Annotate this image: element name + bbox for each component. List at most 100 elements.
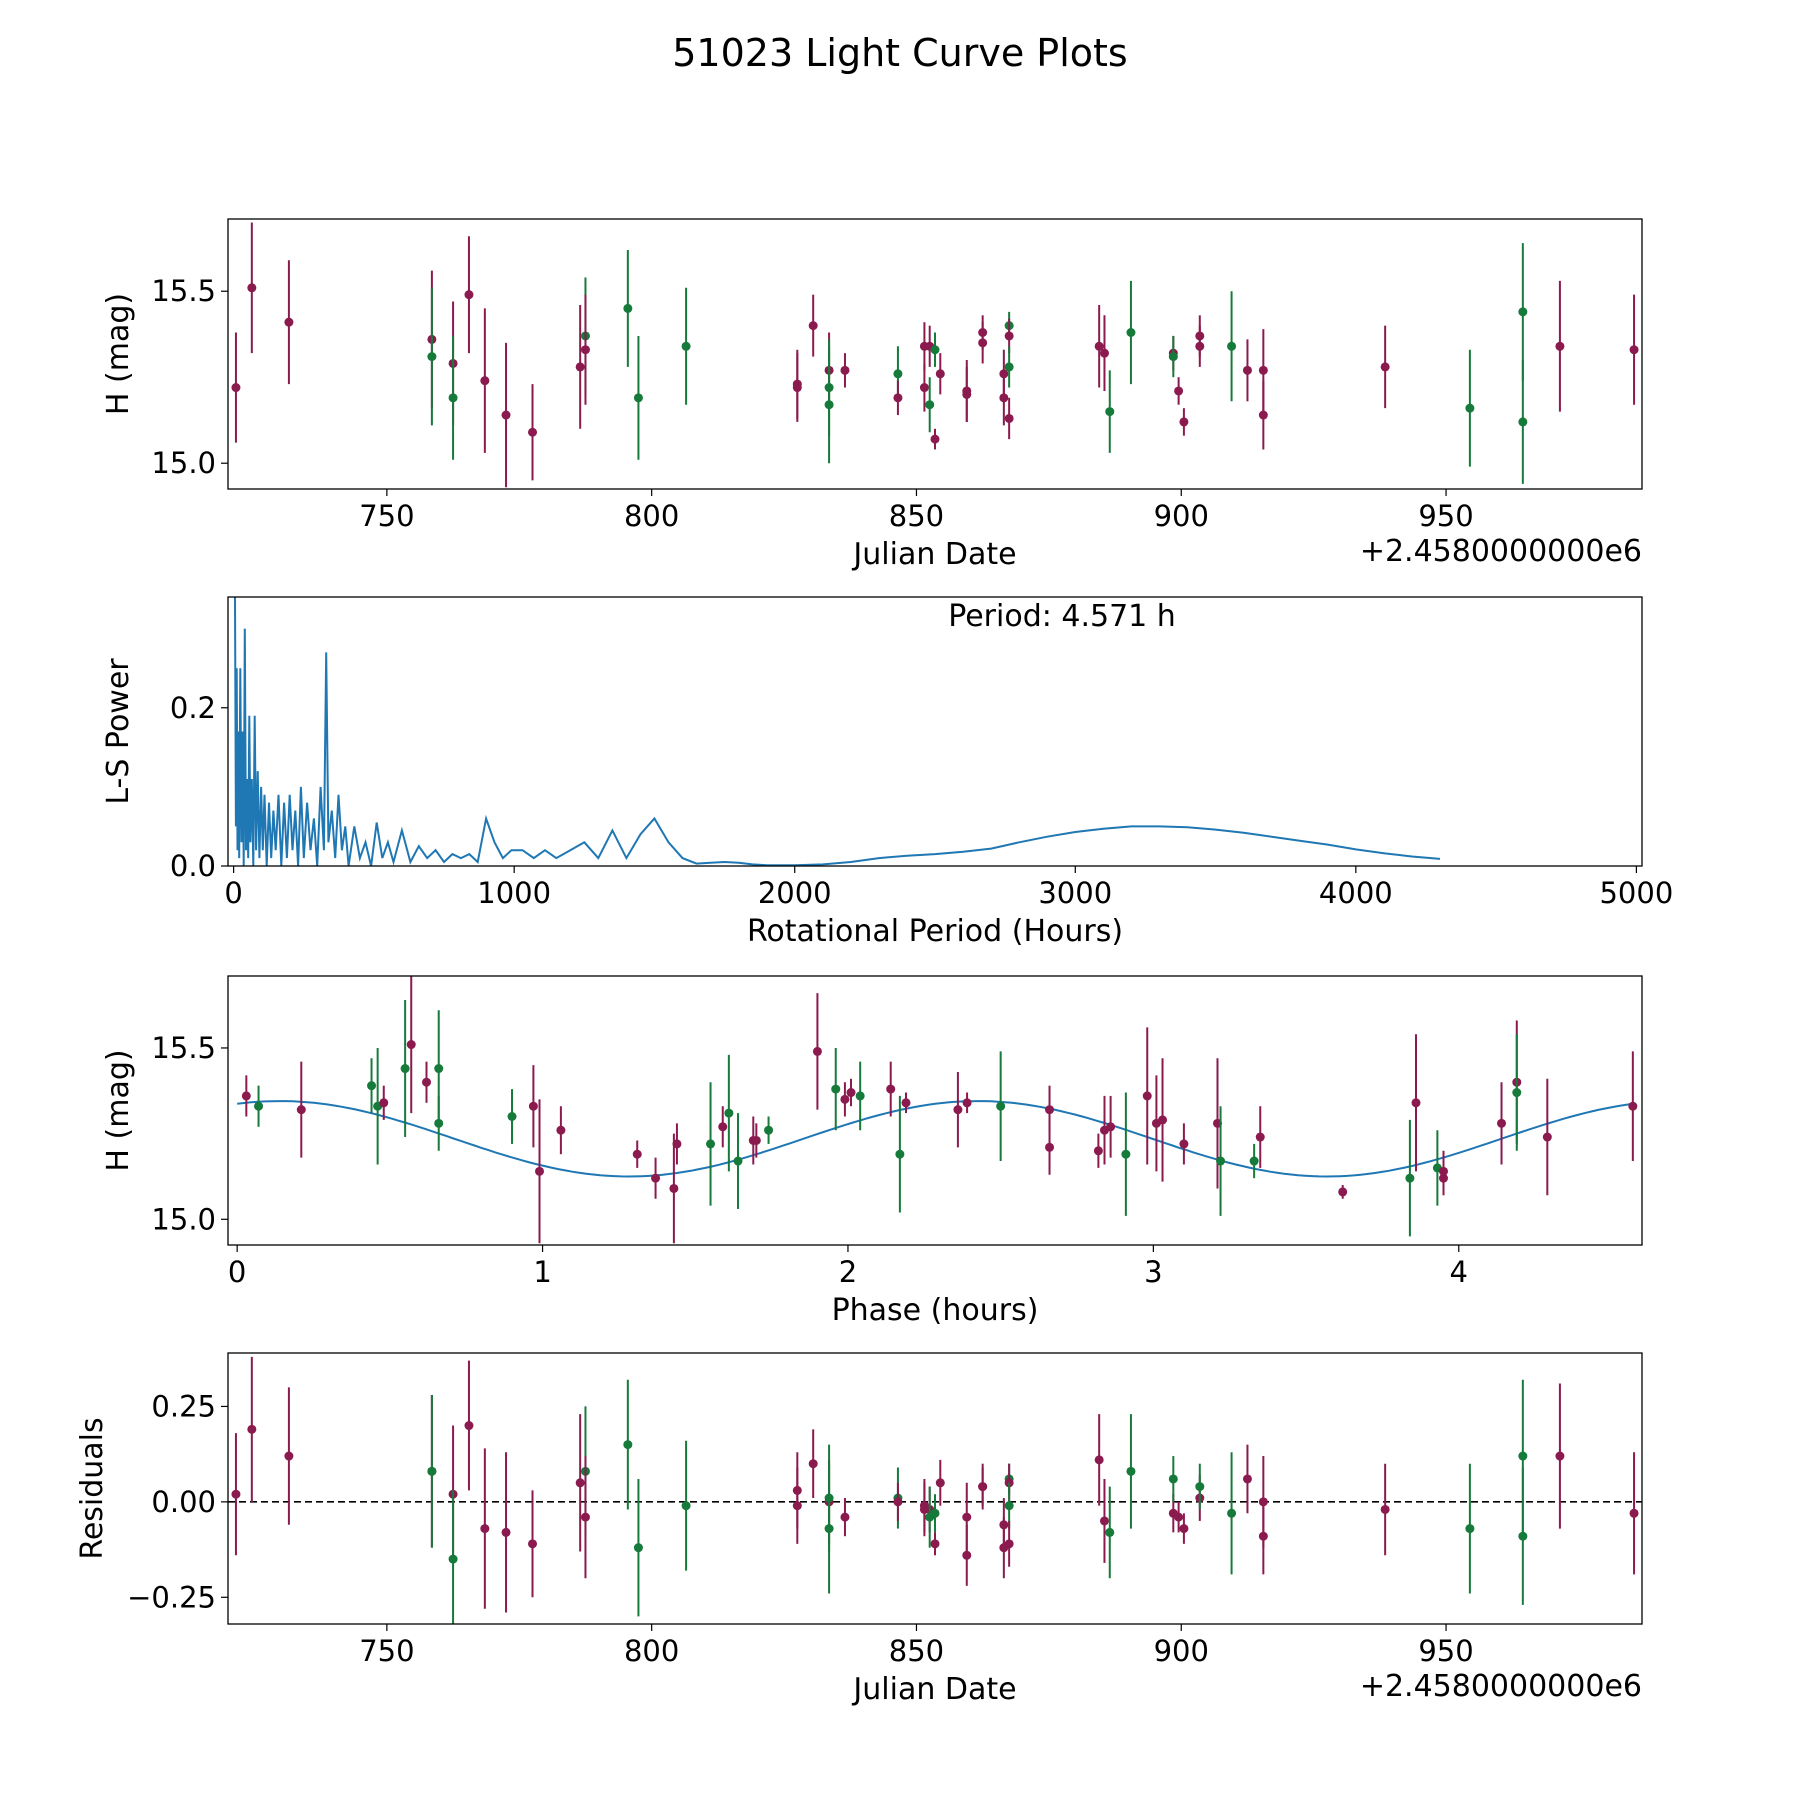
periodogram-ytick-label: 0.0	[170, 849, 216, 883]
panels: 750 800 850 900 950 15.0 15.5 Julian Date H (mag…	[75, 218, 1673, 1707]
phased-data-point	[1249, 1156, 1259, 1166]
residuals-data-point	[1179, 1524, 1189, 1534]
lightcurve-data-point	[247, 283, 257, 293]
residuals-data-point	[1174, 1512, 1184, 1522]
lightcurve-data-point	[1380, 362, 1390, 372]
phased-data-point	[1255, 1132, 1265, 1142]
residuals-data-point	[1126, 1466, 1136, 1476]
phased-xtick-label: 1	[533, 1255, 551, 1289]
residuals-xtick-label: 750	[359, 1634, 414, 1668]
lightcurve-data-point	[893, 393, 903, 403]
phased-panel: 0 1 2 3 4 15.0 15.5 Phase (hours) H (mag)	[101, 975, 1643, 1328]
lightcurve-data-point	[893, 369, 903, 379]
lightcurve-data-point	[962, 389, 972, 399]
phased-data-point	[1338, 1187, 1348, 1197]
lightcurve-data-point	[935, 369, 945, 379]
lightcurve-data-point	[1174, 386, 1184, 396]
residuals-ytick-label: 0.25	[151, 1389, 216, 1423]
lightcurve-data-point	[925, 400, 935, 410]
lightcurve-data-point	[1004, 413, 1014, 423]
lightcurve-data-point	[1126, 328, 1136, 338]
phased-data-point	[855, 1091, 865, 1101]
residuals-data-point	[1518, 1531, 1528, 1541]
periodogram-panel: Period: 4.571 h 0 1000 2000 3000 4000 5000 0.0 0…	[101, 596, 1673, 949]
phased-data-point	[528, 1101, 538, 1111]
residuals-data-point	[792, 1501, 802, 1511]
residuals-data-point	[962, 1550, 972, 1560]
residuals-ytick-label: 0.00	[151, 1485, 216, 1519]
residuals-data-point	[1227, 1508, 1237, 1518]
lightcurve-data-point	[1518, 417, 1528, 427]
phased-data-point	[422, 1077, 432, 1087]
lightcurve-data-point	[930, 434, 940, 444]
residuals-data-point	[633, 1543, 643, 1553]
phased-data-point	[962, 1098, 972, 1108]
phased-data-point	[1045, 1142, 1055, 1152]
phased-data-point	[672, 1139, 682, 1149]
lightcurve-xtick-label: 750	[359, 499, 414, 533]
phased-data-point	[764, 1125, 774, 1135]
residuals-data-point	[935, 1478, 945, 1488]
phased-data-point	[651, 1173, 661, 1183]
periodogram-series-line	[234, 597, 1441, 866]
residuals-xtick-label: 900	[1154, 1634, 1209, 1668]
residuals-data-point	[978, 1482, 988, 1492]
phased-data-point	[996, 1101, 1006, 1111]
phased-data-point	[535, 1166, 545, 1176]
lightcurve-panel: 750 800 850 900 950 15.0 15.5 Julian Date H (mag…	[101, 218, 1643, 572]
lightcurve-data-point	[1258, 365, 1268, 375]
lightcurve-data-point	[681, 341, 691, 351]
residuals-data-point	[1242, 1474, 1252, 1484]
residuals-data-point	[284, 1451, 294, 1461]
periodogram-ylabel: L-S Power	[101, 658, 136, 805]
lightcurve-data-point	[1179, 417, 1189, 427]
phased-data-point	[632, 1149, 642, 1159]
residuals-data-point	[1099, 1516, 1109, 1526]
phased-data-point	[1158, 1115, 1168, 1125]
residuals-data-point	[681, 1501, 691, 1511]
lightcurve-ylabel: H (mag)	[101, 293, 136, 415]
residuals-data-point	[1518, 1451, 1528, 1461]
phased-data-point	[434, 1064, 444, 1074]
phased-points	[241, 976, 1638, 1244]
lightcurve-data-point	[1465, 403, 1475, 413]
periodogram-xlabel: Rotational Period (Hours)	[747, 914, 1123, 949]
phased-data-point	[733, 1156, 743, 1166]
phased-data-point	[831, 1084, 841, 1094]
lightcurve-frame	[227, 218, 1643, 490]
lightcurve-offset-label: +2.4580000000e6	[1360, 534, 1642, 569]
lightcurve-data-point	[1004, 331, 1014, 341]
phased-data-point	[1121, 1149, 1131, 1159]
phased-data-point	[846, 1088, 856, 1098]
residuals-data-point	[1465, 1524, 1475, 1534]
residuals-data-point	[464, 1421, 474, 1431]
phased-data-point	[1142, 1091, 1152, 1101]
residuals-data-point	[824, 1524, 834, 1534]
residuals-panel: 750 800 850 900 950 −0.25 0.00 0.25 Julian Date R…	[75, 1352, 1643, 1707]
lightcurve-data-point	[1227, 341, 1237, 351]
phased-data-point	[1628, 1101, 1638, 1111]
lightcurve-xtick-label: 950	[1418, 499, 1473, 533]
phased-data-point	[1106, 1122, 1116, 1132]
phased-data-point	[1405, 1173, 1415, 1183]
phased-data-point	[1216, 1156, 1226, 1166]
lightcurve-data-point	[840, 365, 850, 375]
periodogram-xtick-label: 1000	[477, 876, 551, 910]
residuals-frame	[227, 1352, 1643, 1625]
lightcurve-data-point	[792, 383, 802, 393]
residuals-data-point	[231, 1489, 241, 1499]
lightcurve-data-point	[808, 321, 818, 331]
lightcurve-xtick-label: 800	[624, 499, 679, 533]
lightcurve-data-point	[1518, 307, 1528, 317]
residuals-data-point	[427, 1466, 437, 1476]
residuals-data-point	[1094, 1455, 1104, 1465]
phased-ylabel: H (mag)	[101, 1049, 136, 1171]
residuals-data-point	[448, 1554, 458, 1564]
phased-data-point	[812, 1046, 822, 1056]
phase-model-curve	[237, 1100, 1634, 1178]
phased-data-point	[1093, 1146, 1103, 1156]
residuals-points	[231, 1356, 1639, 1624]
lightcurve-data-point	[999, 393, 1009, 403]
